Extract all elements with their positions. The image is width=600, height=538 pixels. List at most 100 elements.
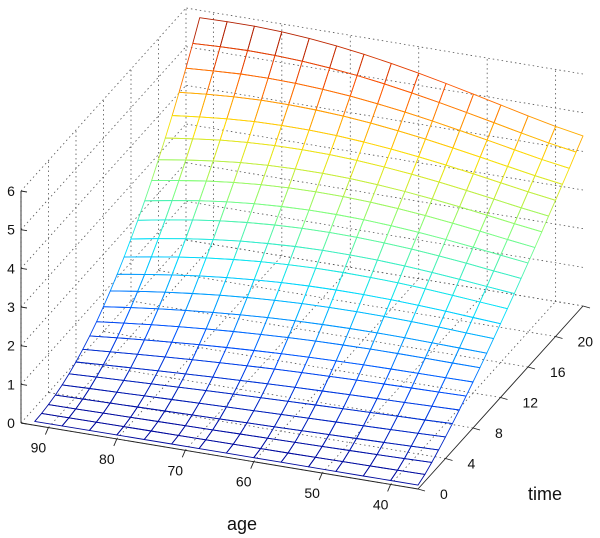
grid-line bbox=[20, 46, 187, 230]
surface-cell bbox=[226, 181, 262, 205]
surface-cell bbox=[212, 139, 248, 164]
surface-cell bbox=[157, 291, 193, 311]
surface-cell bbox=[192, 275, 228, 296]
grid-line bbox=[20, 7, 187, 192]
x-tick-label: 80 bbox=[99, 451, 115, 467]
z-tick-mark bbox=[20, 345, 28, 348]
surface-cell bbox=[137, 200, 173, 221]
surface-cell bbox=[527, 175, 563, 201]
x-tick-mark bbox=[113, 438, 118, 447]
surface-cell bbox=[397, 458, 433, 475]
surface-cell bbox=[116, 322, 152, 341]
z-tick-label: 1 bbox=[7, 376, 15, 392]
surface-cell bbox=[240, 222, 276, 244]
surface-cell bbox=[212, 294, 248, 316]
surface-cell bbox=[123, 238, 159, 258]
surface-mesh bbox=[34, 17, 584, 486]
grid-line bbox=[185, 84, 584, 152]
y-tick-mark bbox=[555, 336, 563, 339]
z-tick-label: 3 bbox=[7, 299, 15, 315]
surface-cell bbox=[233, 162, 269, 186]
grid-line bbox=[20, 201, 187, 385]
x-tick-label: 90 bbox=[31, 440, 47, 456]
surface-cell bbox=[130, 290, 166, 310]
surface-cell bbox=[205, 160, 242, 183]
surface-cell bbox=[192, 17, 228, 48]
surface-cell bbox=[219, 277, 255, 298]
x-tick-label: 40 bbox=[373, 496, 389, 512]
y-axis-label: time bbox=[528, 484, 562, 504]
surface-cell bbox=[212, 220, 248, 242]
grid-line bbox=[20, 85, 187, 269]
surface-cell bbox=[403, 445, 440, 463]
surface-cell bbox=[534, 159, 570, 185]
y-tick-mark bbox=[445, 458, 453, 461]
x-tick-mark bbox=[318, 472, 323, 481]
surface-cell bbox=[205, 311, 241, 332]
surface-cell bbox=[198, 180, 235, 203]
surface-cell bbox=[479, 286, 515, 310]
y-tick-label: 20 bbox=[578, 334, 594, 350]
surface-cell bbox=[486, 270, 522, 295]
z-tick-label: 0 bbox=[7, 415, 15, 431]
surface-cell bbox=[185, 219, 221, 241]
surface-cell bbox=[246, 203, 283, 226]
surface-cell bbox=[205, 239, 241, 260]
x-tick-mark bbox=[250, 461, 255, 469]
surface-cell bbox=[144, 180, 180, 202]
surface-cell bbox=[137, 273, 173, 293]
grid-line bbox=[158, 270, 556, 337]
surface-cell bbox=[199, 93, 235, 120]
surface-cell bbox=[185, 138, 221, 162]
x-tick-mark bbox=[44, 427, 49, 435]
surface-cell bbox=[267, 145, 303, 170]
y-tick-mark bbox=[582, 305, 591, 309]
surface-cell bbox=[253, 99, 290, 126]
x-tick-label: 50 bbox=[304, 485, 320, 501]
z-tick-mark bbox=[20, 383, 28, 386]
surface-cell bbox=[541, 142, 577, 169]
surface-cell bbox=[157, 219, 194, 240]
surface-cell bbox=[171, 326, 207, 346]
z-tick-label: 5 bbox=[7, 222, 15, 238]
surface-cell bbox=[390, 469, 426, 486]
surface-cell bbox=[123, 307, 159, 326]
surface-cell bbox=[465, 317, 501, 340]
grid-line bbox=[185, 200, 584, 268]
surface-cell bbox=[130, 219, 166, 240]
surface-cell bbox=[452, 347, 488, 369]
surface-cell bbox=[151, 159, 187, 182]
y-tick-label: 0 bbox=[440, 486, 448, 502]
z-tick-mark bbox=[20, 267, 28, 270]
surface-cell bbox=[171, 256, 207, 277]
surface-cell bbox=[240, 141, 276, 166]
grid-line bbox=[184, 267, 351, 451]
axes bbox=[20, 190, 591, 492]
surface-cell bbox=[178, 67, 214, 95]
surface-cell bbox=[472, 301, 508, 325]
surface-cell bbox=[240, 50, 276, 79]
z-tick-label: 2 bbox=[7, 338, 15, 354]
grid-line bbox=[321, 289, 488, 474]
surface-cell bbox=[226, 96, 262, 123]
surface-cell bbox=[226, 259, 262, 281]
surface-cell bbox=[260, 243, 296, 266]
grid-line bbox=[185, 162, 584, 230]
surface-cell bbox=[171, 180, 207, 202]
surface-cell bbox=[520, 191, 556, 217]
surface-cell bbox=[96, 306, 132, 324]
surface-cell bbox=[164, 274, 200, 294]
surface-cell bbox=[192, 116, 228, 141]
surface-cell bbox=[267, 299, 303, 322]
surface-cell bbox=[219, 118, 255, 143]
surface-cell bbox=[500, 239, 536, 264]
surface-cell bbox=[178, 309, 214, 330]
surface-cell bbox=[185, 293, 221, 313]
z-tick-label: 6 bbox=[7, 183, 15, 199]
x-tick-mark bbox=[387, 484, 392, 492]
surface-cell bbox=[192, 200, 228, 222]
axis-grid bbox=[20, 7, 584, 490]
surface-cell bbox=[233, 314, 269, 335]
surface-cell bbox=[239, 297, 276, 319]
